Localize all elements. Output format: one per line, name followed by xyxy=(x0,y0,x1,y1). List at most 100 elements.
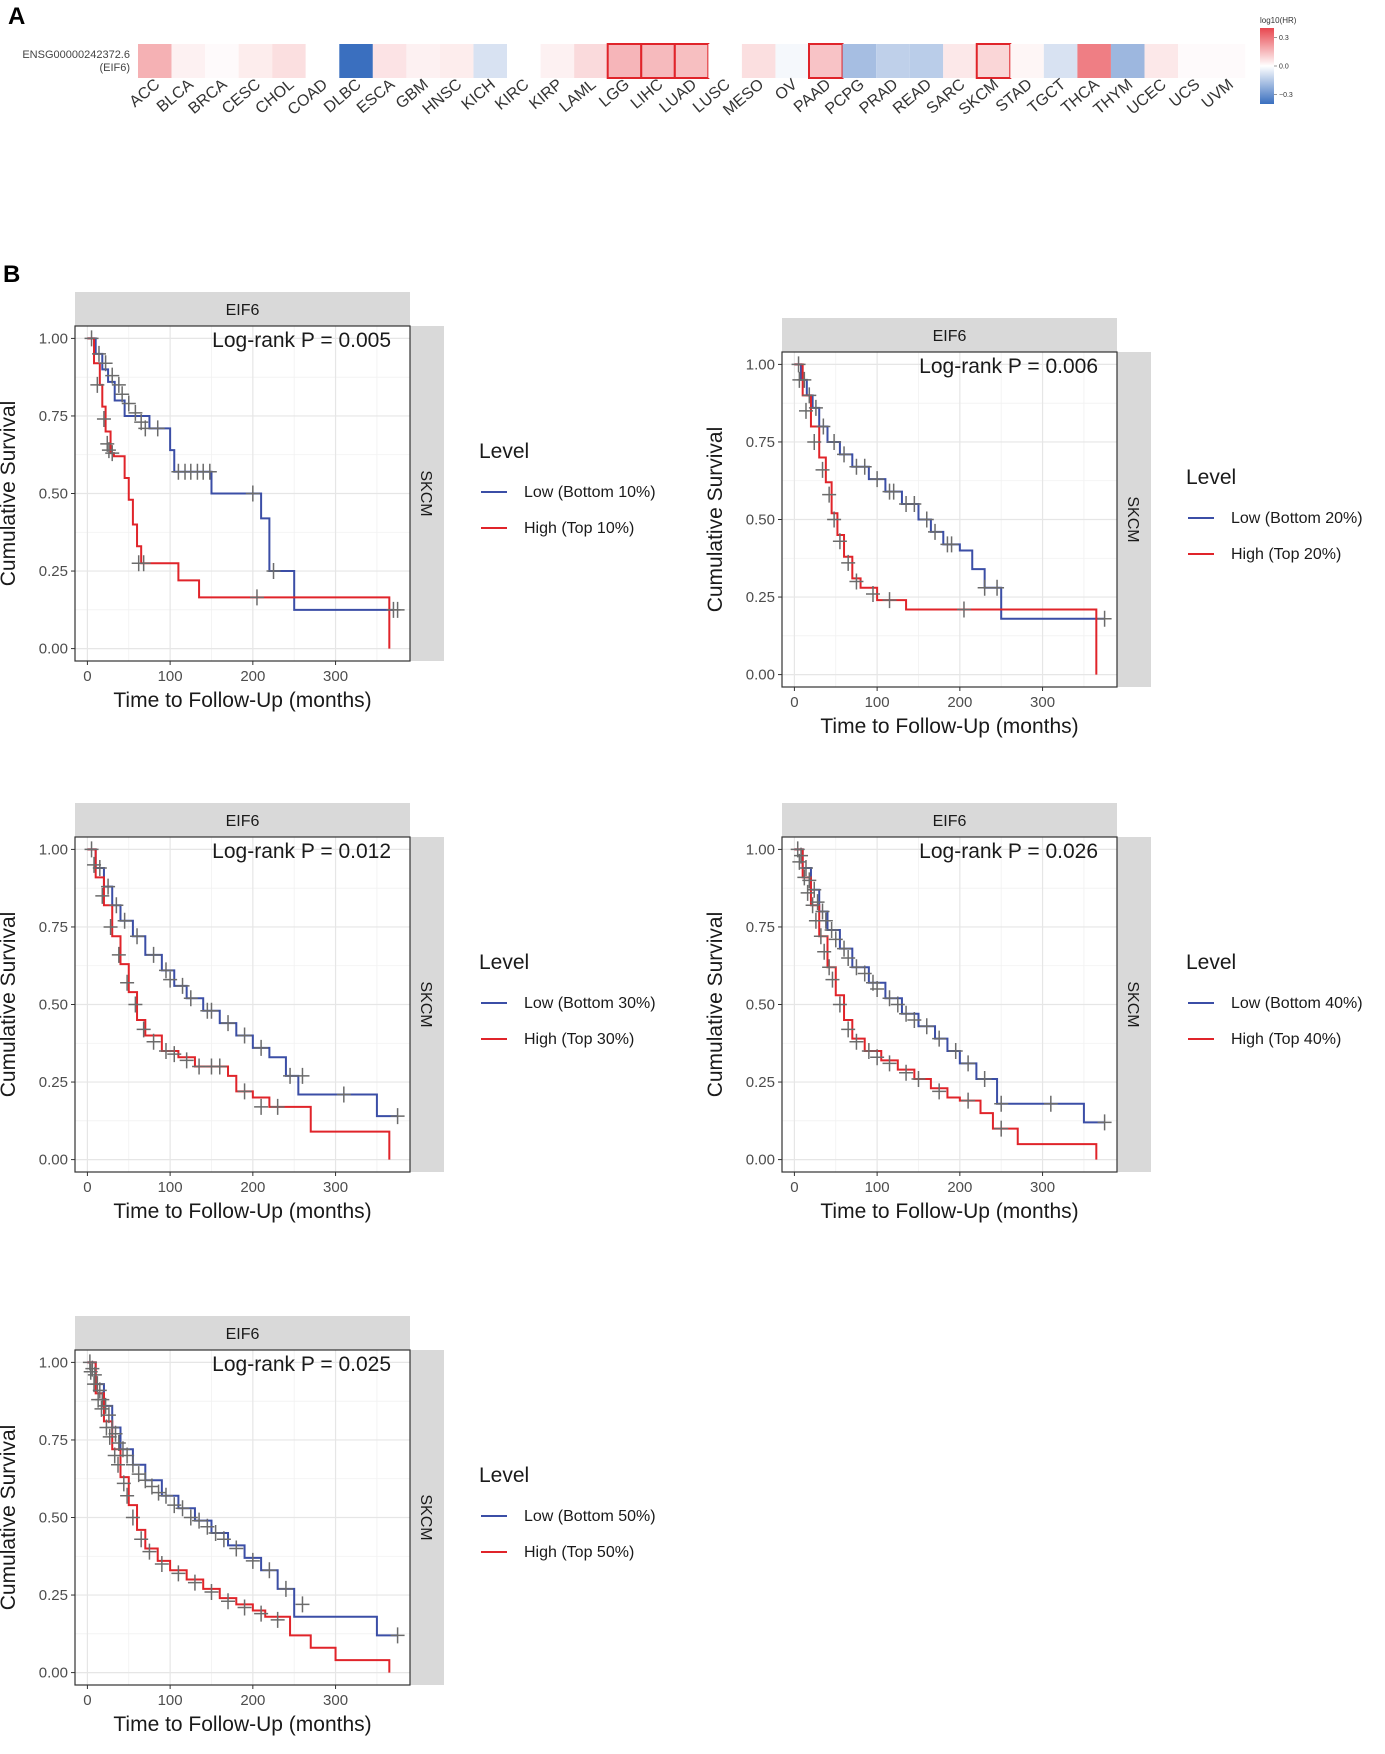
censor-mark-low xyxy=(827,433,842,450)
censor-mark-low xyxy=(899,1005,914,1022)
censor-mark-high xyxy=(870,1049,885,1066)
censor-mark-low xyxy=(85,1360,100,1377)
x-axis-title: Time to Follow-Up (months) xyxy=(113,1713,371,1736)
censor-mark-high xyxy=(882,592,897,609)
censor-mark-high xyxy=(120,974,135,991)
censor-mark-low xyxy=(828,931,843,948)
y-tick-label: 0.00 xyxy=(746,667,775,684)
y-tick-label: 1.00 xyxy=(39,330,68,347)
heatmap-cell-coad xyxy=(305,44,340,78)
facet-strip-right-label: SKCM xyxy=(417,470,434,516)
y-tick-label: 1.00 xyxy=(746,356,775,373)
censor-mark-low xyxy=(944,536,959,553)
heatmap-cell-brca xyxy=(205,44,239,78)
x-tick-label: 300 xyxy=(1030,694,1055,711)
censor-mark-low xyxy=(994,1095,1009,1112)
censor-mark-low xyxy=(202,463,217,480)
x-tick-label: 100 xyxy=(158,668,183,685)
censor-mark-low xyxy=(144,1478,159,1495)
heatmap-cell-skcm xyxy=(975,43,1012,79)
censor-mark-high xyxy=(254,1605,269,1622)
censor-mark-low xyxy=(890,996,905,1013)
censor-mark-high xyxy=(91,1391,106,1408)
x-tick-label: 0 xyxy=(790,694,798,711)
x-tick-label: 100 xyxy=(865,694,890,711)
heatmap-cell-esca xyxy=(372,44,407,78)
x-tick-label: 200 xyxy=(947,1179,972,1196)
heatmap-cell-paad xyxy=(808,43,844,79)
censor-mark-high xyxy=(128,996,143,1013)
cancer-label-ucec: UCEC xyxy=(1124,76,1170,118)
censor-mark-high xyxy=(849,573,864,590)
censor-mark-low xyxy=(794,847,809,864)
facet-strip-right xyxy=(1117,352,1151,687)
facet-strip-right-label: SKCM xyxy=(417,1494,434,1540)
censor-mark-high xyxy=(90,376,105,393)
censor-mark-high xyxy=(270,1098,285,1115)
censor-mark-low xyxy=(790,841,805,858)
censor-mark-high xyxy=(167,1046,182,1063)
cancer-label-lgg: LGG xyxy=(596,76,633,111)
cancer-label-uvm: UVM xyxy=(1199,76,1237,112)
censor-mark-low xyxy=(254,1039,269,1056)
censor-mark-high xyxy=(254,1098,269,1115)
facet-strip-right xyxy=(1117,837,1151,1172)
logrank-pvalue: Log-rank P = 0.012 xyxy=(212,840,391,863)
survival-curve-high xyxy=(794,363,1098,675)
logrank-pvalue: Log-rank P = 0.005 xyxy=(212,329,391,352)
y-tick-label: 0.00 xyxy=(39,641,68,658)
censor-mark-high xyxy=(932,1083,947,1100)
facet-strip-top-label: EIF6 xyxy=(226,302,260,319)
censor-mark-low xyxy=(131,1466,146,1483)
legend-label-low: Low (Bottom 20%) xyxy=(1231,510,1363,527)
censor-mark-low xyxy=(91,345,106,362)
colorbar-tick-label: 0.0 xyxy=(1279,64,1289,71)
x-tick-label: 100 xyxy=(158,1179,183,1196)
censor-mark-low xyxy=(816,418,831,435)
censor-mark-low xyxy=(278,1580,293,1597)
colorbar-tick-label: −0.3 xyxy=(1279,92,1293,99)
censor-mark-low xyxy=(175,1500,190,1517)
censor-mark-high xyxy=(101,442,116,459)
censor-mark-low xyxy=(808,399,823,416)
censor-mark-high xyxy=(237,1083,252,1100)
censor-mark-low xyxy=(283,1067,298,1084)
x-tick-label: 200 xyxy=(240,1179,265,1196)
censor-mark-low xyxy=(200,1518,215,1535)
censor-mark-low xyxy=(390,1108,405,1125)
censor-mark-high xyxy=(849,1033,864,1050)
heatmap-labels: ACCBLCABRCACESCCHOLCOADDLBCESCAGBMHNSCKI… xyxy=(127,76,1237,120)
gene-label-symbol: (EIF6) xyxy=(99,62,130,74)
censor-mark-low xyxy=(92,1382,107,1399)
censor-mark-low xyxy=(237,1027,252,1044)
censor-mark-low xyxy=(146,946,161,963)
survival-curve-low xyxy=(794,363,1105,620)
censor-mark-high xyxy=(204,1583,219,1600)
censor-mark-low xyxy=(262,1562,277,1579)
censor-mark-high xyxy=(96,411,111,428)
censor-mark-low xyxy=(837,940,852,957)
censor-mark-high xyxy=(103,918,118,935)
censor-mark-high xyxy=(792,371,807,388)
x-tick-label: 300 xyxy=(323,668,348,685)
censor-mark-high xyxy=(111,1456,126,1473)
heatmap-cell-read xyxy=(909,44,944,78)
y-tick-label: 0.75 xyxy=(39,1432,68,1449)
cancer-label-laml: LAML xyxy=(557,76,600,116)
censor-mark-low xyxy=(109,897,124,914)
censor-mark-high xyxy=(187,1574,202,1591)
censor-mark-high xyxy=(142,1543,157,1560)
facet-strip-top-label: EIF6 xyxy=(226,1326,260,1343)
censor-mark-low xyxy=(105,367,120,384)
censor-mark-low xyxy=(84,330,99,347)
censor-mark-high xyxy=(102,1428,117,1445)
y-tick-label: 1.00 xyxy=(39,841,68,858)
legend-label-high: High (Top 30%) xyxy=(524,1031,634,1048)
colorbar-legend: log10(HR) 0.3 0.0 −0.3 xyxy=(1260,16,1297,104)
heatmap-cell-kich xyxy=(473,44,508,78)
km-panel-3: EIF6 SKCM 0 100 200 300 0.00 0.25 0.50 0.75 1.00 Ti… xyxy=(0,803,656,1223)
legend-label-high: High (Top 40%) xyxy=(1231,1031,1341,1048)
heatmap-cell-lgg xyxy=(606,43,643,79)
censor-mark-low xyxy=(919,1018,934,1035)
censor-mark-high xyxy=(808,912,823,929)
